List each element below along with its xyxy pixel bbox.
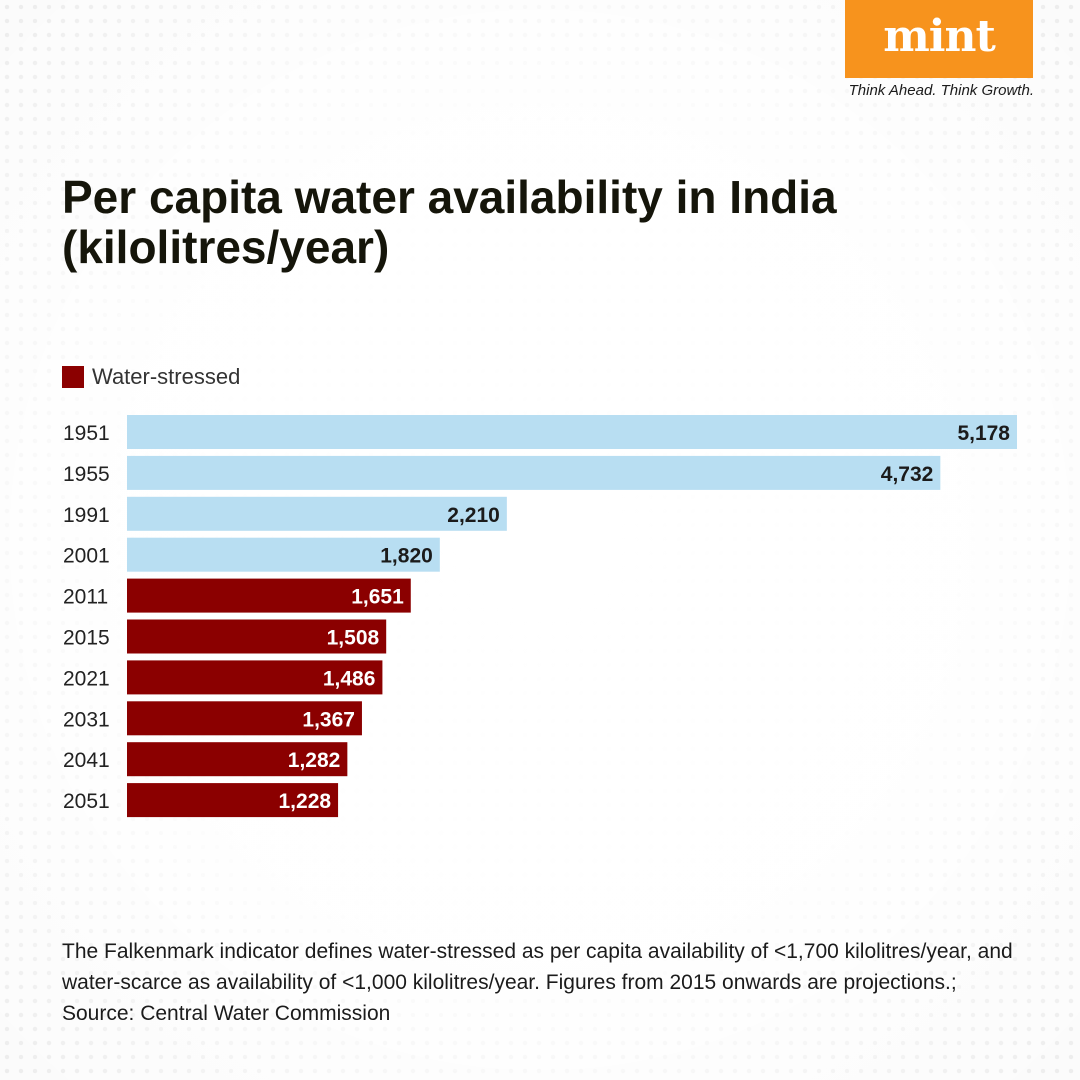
bar-2015 xyxy=(127,619,387,654)
bar-2031 xyxy=(127,701,362,736)
category-label-1955: 1955 xyxy=(63,463,110,486)
category-label-2015: 2015 xyxy=(63,627,110,650)
bar-2041 xyxy=(127,742,348,777)
bar-1955 xyxy=(127,455,941,490)
value-label-1991: 2,210 xyxy=(447,504,500,527)
tagline: Think Ahead. Think Growth. xyxy=(848,82,1034,99)
mint-logo: mint xyxy=(845,0,1033,78)
value-label-1955: 4,732 xyxy=(881,463,934,486)
bar-2021 xyxy=(127,660,383,695)
bar-2001 xyxy=(127,537,440,572)
category-label-1991: 1991 xyxy=(63,504,110,527)
value-label-2031: 1,367 xyxy=(302,708,355,731)
bar-1991 xyxy=(127,496,507,531)
category-label-2041: 2041 xyxy=(63,749,110,772)
category-label-2011: 2011 xyxy=(63,586,108,609)
category-label-2021: 2021 xyxy=(63,667,110,690)
value-label-2001: 1,820 xyxy=(380,545,433,568)
legend-label: Water-stressed xyxy=(92,364,241,389)
footnote: The Falkenmark indicator defines water-s… xyxy=(62,940,1013,1025)
chart-title: Per capita water availability in India (… xyxy=(62,171,837,273)
value-label-2015: 1,508 xyxy=(327,627,380,650)
legend: Water-stressed xyxy=(62,364,240,390)
category-label-2001: 2001 xyxy=(63,545,110,568)
value-label-1951: 5,178 xyxy=(957,422,1010,445)
legend-swatch-water-stressed xyxy=(62,366,84,388)
bar-2011 xyxy=(127,578,411,613)
bar-1951 xyxy=(127,415,1017,449)
value-label-2041: 1,282 xyxy=(288,749,341,772)
bar-2051 xyxy=(127,783,339,818)
logo-text: mint xyxy=(883,10,996,62)
category-label-2051: 2051 xyxy=(63,790,110,813)
category-label-1951: 1951 xyxy=(63,422,110,445)
category-label-2031: 2031 xyxy=(63,708,110,731)
value-label-2011: 1,651 xyxy=(351,586,404,609)
value-label-2021: 1,486 xyxy=(323,667,376,690)
value-label-2051: 1,228 xyxy=(279,790,332,813)
